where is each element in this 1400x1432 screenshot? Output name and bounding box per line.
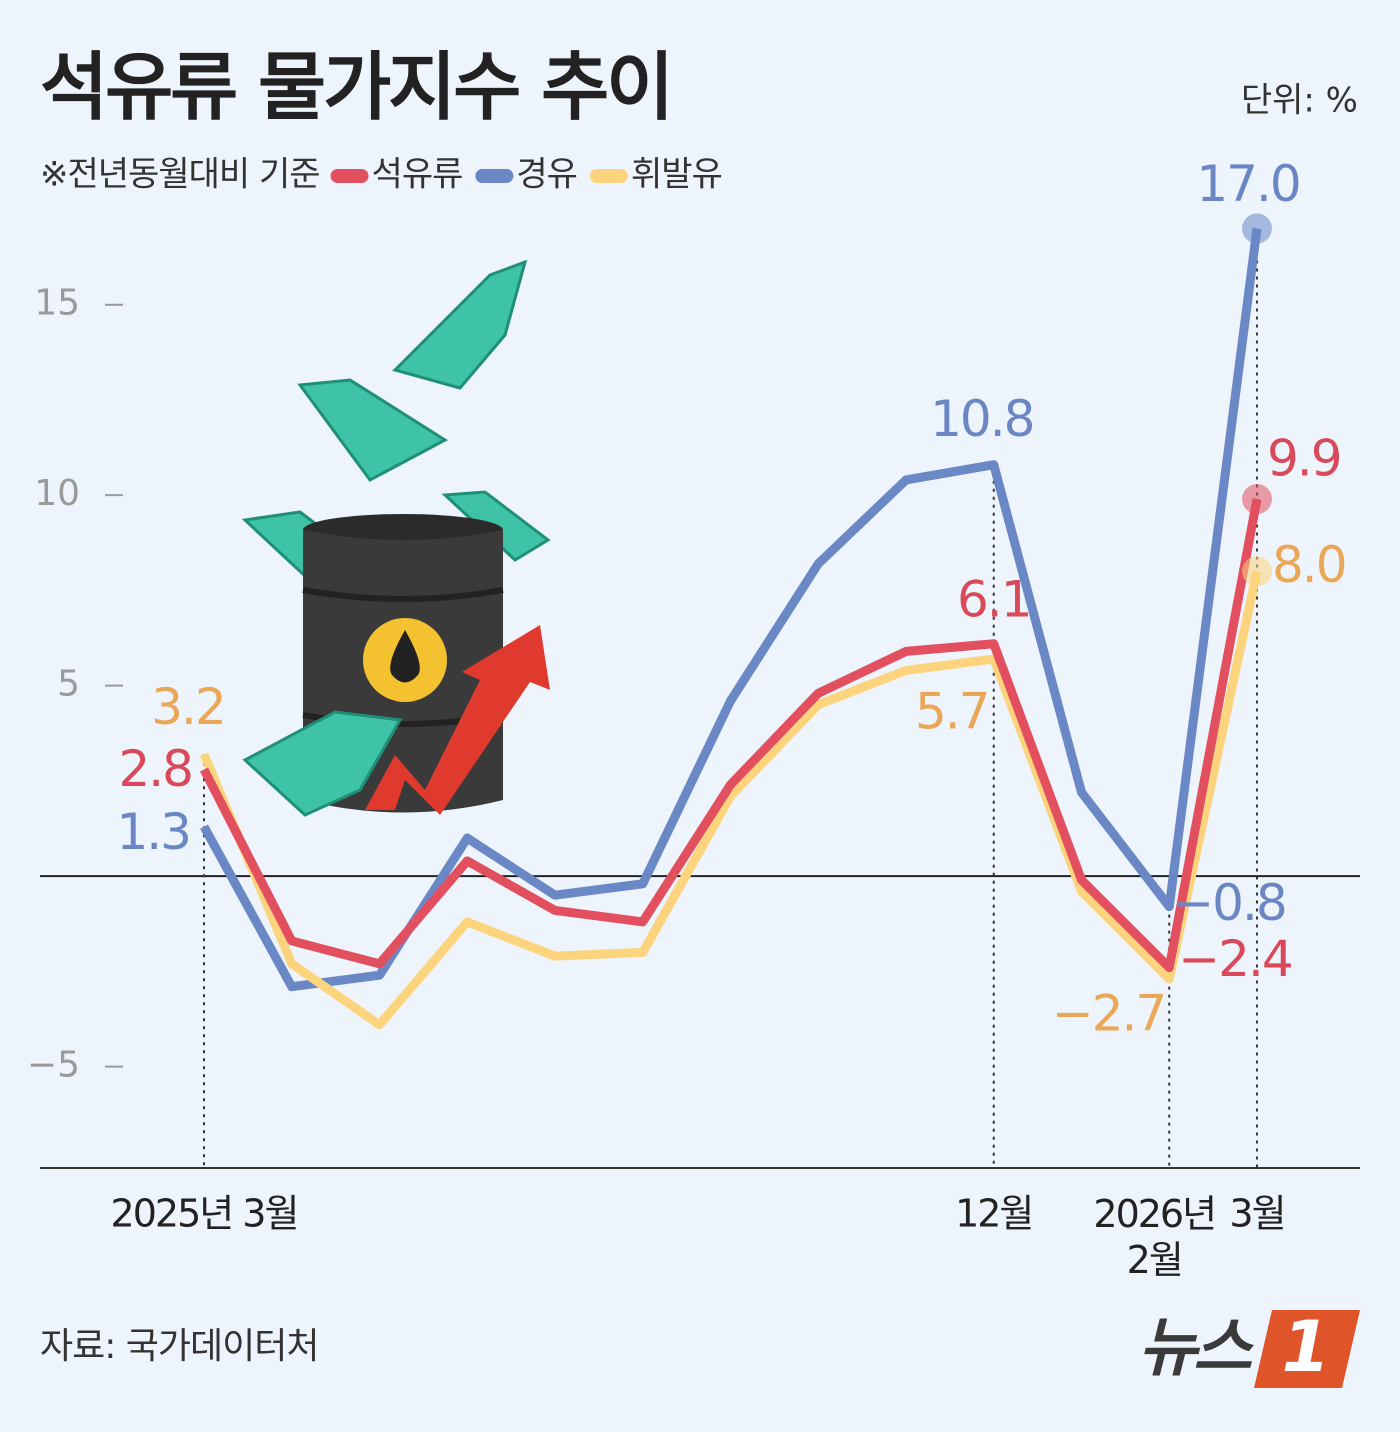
unit-label: 단위: % [1241, 81, 1358, 121]
end-halo [1242, 483, 1272, 514]
logo-badge-text: 1 [1282, 1306, 1331, 1388]
bill [242, 710, 403, 817]
logo-badge [1254, 1310, 1360, 1388]
value-label: 6.1 [957, 570, 1031, 628]
series-line [200, 227, 1262, 992]
legend-label: 경유 [516, 155, 577, 195]
value-label: 2.8 [118, 740, 192, 798]
oil-drop [390, 630, 420, 683]
x-tick-label: 12월 [955, 1192, 1032, 1236]
value-label: 8.0 [1272, 536, 1346, 594]
y-tick-label: 15 [34, 283, 80, 324]
y-tick-label: 5 [57, 664, 80, 705]
rising-arrow [365, 625, 550, 815]
legend-label: 석유류 [372, 155, 463, 195]
series-line [199, 498, 1262, 973]
y-tick-label: 10 [34, 473, 80, 514]
bill [392, 259, 528, 390]
value-label: 5.7 [915, 683, 989, 741]
source: 자료: 국가데이터처 [40, 1326, 319, 1367]
value-label: 17.0 [1196, 155, 1299, 213]
logo: 뉴스 1 [1138, 1306, 1360, 1388]
chart-title: 석유류 물가지수 추이 [40, 45, 671, 131]
value-label: 3.2 [151, 678, 225, 736]
legend-label: 휘발유 [631, 155, 722, 195]
note: ※전년동월대비 기준 [40, 155, 320, 195]
series-line [199, 570, 1262, 1030]
value-label: −2.4 [1178, 930, 1291, 988]
end-halo [1242, 213, 1272, 244]
value-label: 9.9 [1267, 429, 1341, 487]
value-label: −2.7 [1052, 985, 1165, 1043]
illustration [241, 259, 551, 817]
y-tick-label: −5 [27, 1045, 80, 1086]
end-halo [1242, 556, 1272, 587]
x-tick-label: 2026년 2월 [1093, 1192, 1215, 1282]
x-tick-label: 2025년 3월 [111, 1192, 298, 1236]
value-label: −0.8 [1172, 874, 1285, 932]
value-label: 1.3 [116, 803, 190, 861]
logo-text: 뉴스 [1138, 1312, 1254, 1386]
value-label: 10.8 [930, 390, 1033, 448]
x-tick-label: 3월 [1229, 1192, 1284, 1236]
bill [297, 378, 448, 482]
